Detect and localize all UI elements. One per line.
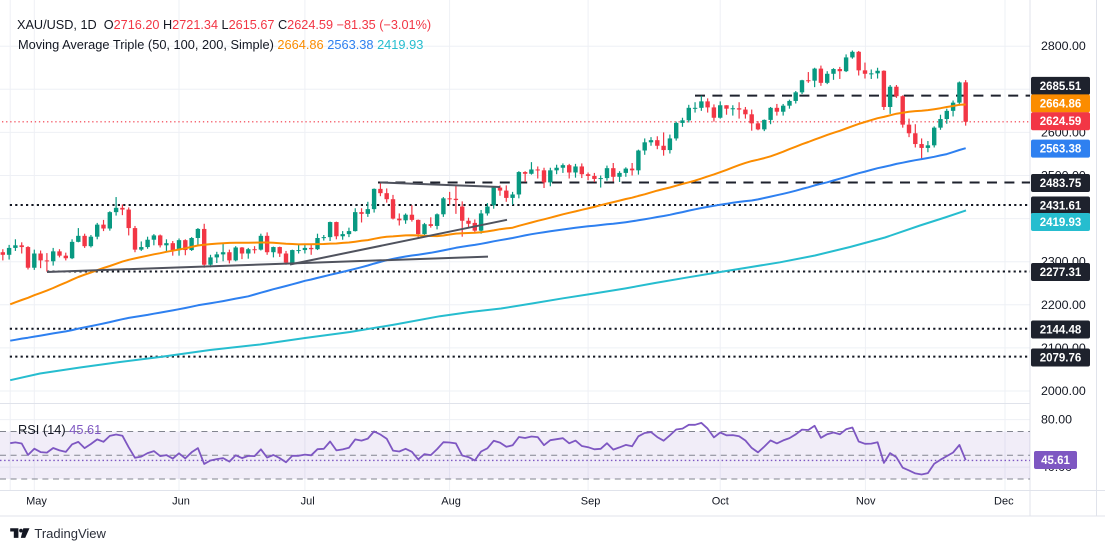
svg-text:2419.93: 2419.93 — [1040, 217, 1082, 229]
svg-text:Dec: Dec — [994, 496, 1014, 508]
svg-text:Jun: Jun — [172, 496, 190, 508]
svg-text:2000.00: 2000.00 — [1041, 384, 1086, 398]
svg-text:Aug: Aug — [441, 496, 461, 508]
svg-text:Oct: Oct — [712, 496, 729, 508]
svg-text:Jul: Jul — [301, 496, 315, 508]
svg-text:2144.48: 2144.48 — [1040, 325, 1082, 337]
svg-text:Moving Average Triple (50, 100: Moving Average Triple (50, 100, 200, Sim… — [18, 37, 423, 52]
svg-text:Sep: Sep — [581, 496, 601, 508]
svg-text:2079.76: 2079.76 — [1040, 353, 1082, 365]
svg-text:2624.59: 2624.59 — [1040, 116, 1082, 128]
svg-text:RSI (14) 45.61: RSI (14) 45.61 — [18, 422, 101, 437]
svg-text:TradingView: TradingView — [34, 526, 106, 541]
svg-text:2685.51: 2685.51 — [1040, 81, 1082, 93]
svg-text:2200.00: 2200.00 — [1041, 298, 1086, 312]
svg-text:2431.61: 2431.61 — [1040, 201, 1082, 213]
svg-text:2800.00: 2800.00 — [1041, 39, 1086, 53]
svg-text:2563.38: 2563.38 — [1040, 144, 1082, 156]
svg-text:2483.75: 2483.75 — [1040, 178, 1082, 190]
svg-text:2664.86: 2664.86 — [1040, 98, 1082, 110]
svg-text:Nov: Nov — [856, 496, 876, 508]
svg-text:45.61: 45.61 — [1041, 455, 1070, 467]
svg-text:80.00: 80.00 — [1041, 413, 1072, 427]
svg-text:May: May — [26, 496, 47, 508]
svg-text:XAU/USD, 1D O2716.20 H2721.34: XAU/USD, 1D O2716.20 H2721.34 L2615.67 C… — [17, 18, 431, 32]
svg-text:2277.31: 2277.31 — [1040, 267, 1082, 279]
